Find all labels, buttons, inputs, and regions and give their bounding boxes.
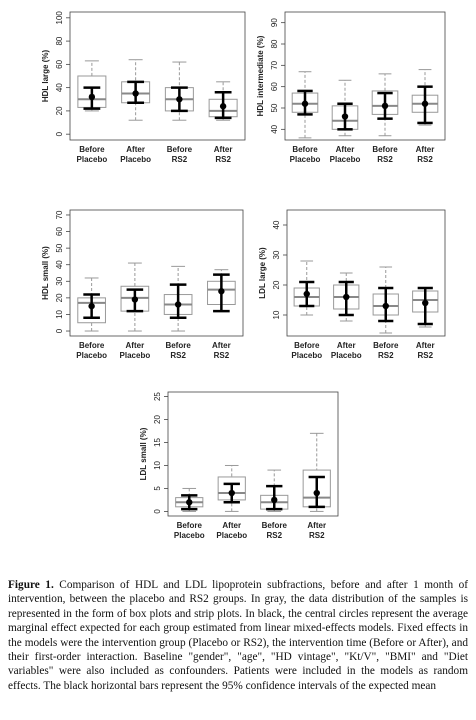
y-tick-label: 10 <box>55 309 64 318</box>
y-tick-label: 10 <box>153 460 162 469</box>
mean-point <box>271 496 278 504</box>
mean-point <box>174 301 182 308</box>
mean-point <box>176 96 183 103</box>
x-tick-label: After Placebo <box>216 521 247 540</box>
y-tick-label: 60 <box>55 227 64 236</box>
mean-point <box>313 489 320 497</box>
caption-text: Comparison of HDL and LDL lipoprotein su… <box>8 579 469 692</box>
x-tick-label: After RS2 <box>416 145 435 164</box>
mean-point <box>303 290 310 298</box>
mean-point <box>341 113 349 120</box>
x-tick-label: After Placebo <box>331 341 362 360</box>
x-tick-label: Before Placebo <box>174 521 205 540</box>
x-tick-label: After Placebo <box>120 145 151 164</box>
y-axis-label: HDL intermediate (%) <box>256 35 265 116</box>
mean-point <box>218 288 225 295</box>
mean-point <box>228 489 235 497</box>
x-tick-label: Before RS2 <box>262 521 288 540</box>
x-tick-label: Before Placebo <box>76 341 107 360</box>
x-tick-label: After RS2 <box>214 145 233 164</box>
x-tick-label: After Placebo <box>120 341 151 360</box>
mean-point <box>343 293 350 301</box>
mean-point <box>132 90 139 97</box>
x-tick-label: Before RS2 <box>372 145 398 164</box>
y-tick-label: 5 <box>153 486 162 491</box>
y-tick-label: 20 <box>272 280 281 289</box>
y-tick-label: 70 <box>55 210 64 219</box>
y-tick-label: 60 <box>270 82 279 91</box>
y-axis-label: HDL large (%) <box>41 50 50 103</box>
plot-frame <box>69 11 246 141</box>
mean-point <box>421 100 429 107</box>
y-axis-label: LDL large (%) <box>258 247 267 299</box>
plot-frame <box>286 209 446 337</box>
mean-point <box>301 100 309 107</box>
y-tick-label: 20 <box>153 415 162 424</box>
y-tick-label: 50 <box>55 243 64 252</box>
mean-point <box>88 302 95 310</box>
y-tick-label: 10 <box>272 310 281 319</box>
x-tick-label: Before RS2 <box>165 341 191 360</box>
plot-frame <box>284 11 446 141</box>
y-tick-label: 80 <box>270 39 279 48</box>
x-tick-label: Before Placebo <box>291 341 322 360</box>
x-tick-label: Before RS2 <box>373 341 399 360</box>
y-tick-label: 20 <box>55 293 64 302</box>
x-tick-label: After RS2 <box>416 341 435 360</box>
y-axis-label: HDL small (%) <box>41 246 50 300</box>
mean-point <box>219 103 227 110</box>
x-tick-label: Before RS2 <box>167 145 193 164</box>
y-tick-label: 40 <box>55 83 64 92</box>
x-tick-label: After RS2 <box>212 341 231 360</box>
mean-point <box>382 302 389 310</box>
y-axis-label: LDL small (%) <box>139 427 148 480</box>
caption-label: Figure 1. <box>8 579 54 591</box>
y-tick-label: 90 <box>270 18 279 27</box>
mean-point <box>381 102 389 110</box>
x-tick-label: After Placebo <box>330 145 361 164</box>
plot-frame <box>69 209 244 337</box>
y-tick-label: 40 <box>55 260 64 269</box>
y-tick-label: 100 <box>55 11 64 25</box>
y-tick-label: 40 <box>272 220 281 229</box>
y-tick-label: 20 <box>55 106 64 115</box>
x-tick-label: Before Placebo <box>77 145 108 164</box>
mean-point <box>422 299 429 307</box>
mean-point <box>131 296 139 303</box>
x-tick-label: Before Placebo <box>290 145 321 164</box>
caption: Figure 1. Comparison of HDL and LDL lipo… <box>8 578 468 693</box>
y-tick-label: 60 <box>55 59 64 68</box>
y-tick-label: 30 <box>55 276 64 285</box>
y-tick-label: 50 <box>270 103 279 112</box>
y-tick-label: 80 <box>55 36 64 45</box>
y-tick-label: 30 <box>272 250 281 259</box>
mean-point <box>186 499 193 506</box>
x-tick-label: After RS2 <box>307 521 326 540</box>
y-tick-label: 0 <box>153 509 162 514</box>
y-tick-label: 25 <box>153 392 162 401</box>
y-tick-label: 0 <box>55 328 64 333</box>
plot-frame <box>167 391 339 517</box>
y-tick-label: 40 <box>270 124 279 133</box>
y-tick-label: 0 <box>55 131 64 136</box>
y-tick-label: 15 <box>153 438 162 447</box>
y-tick-label: 70 <box>270 60 279 69</box>
mean-point <box>88 93 96 101</box>
